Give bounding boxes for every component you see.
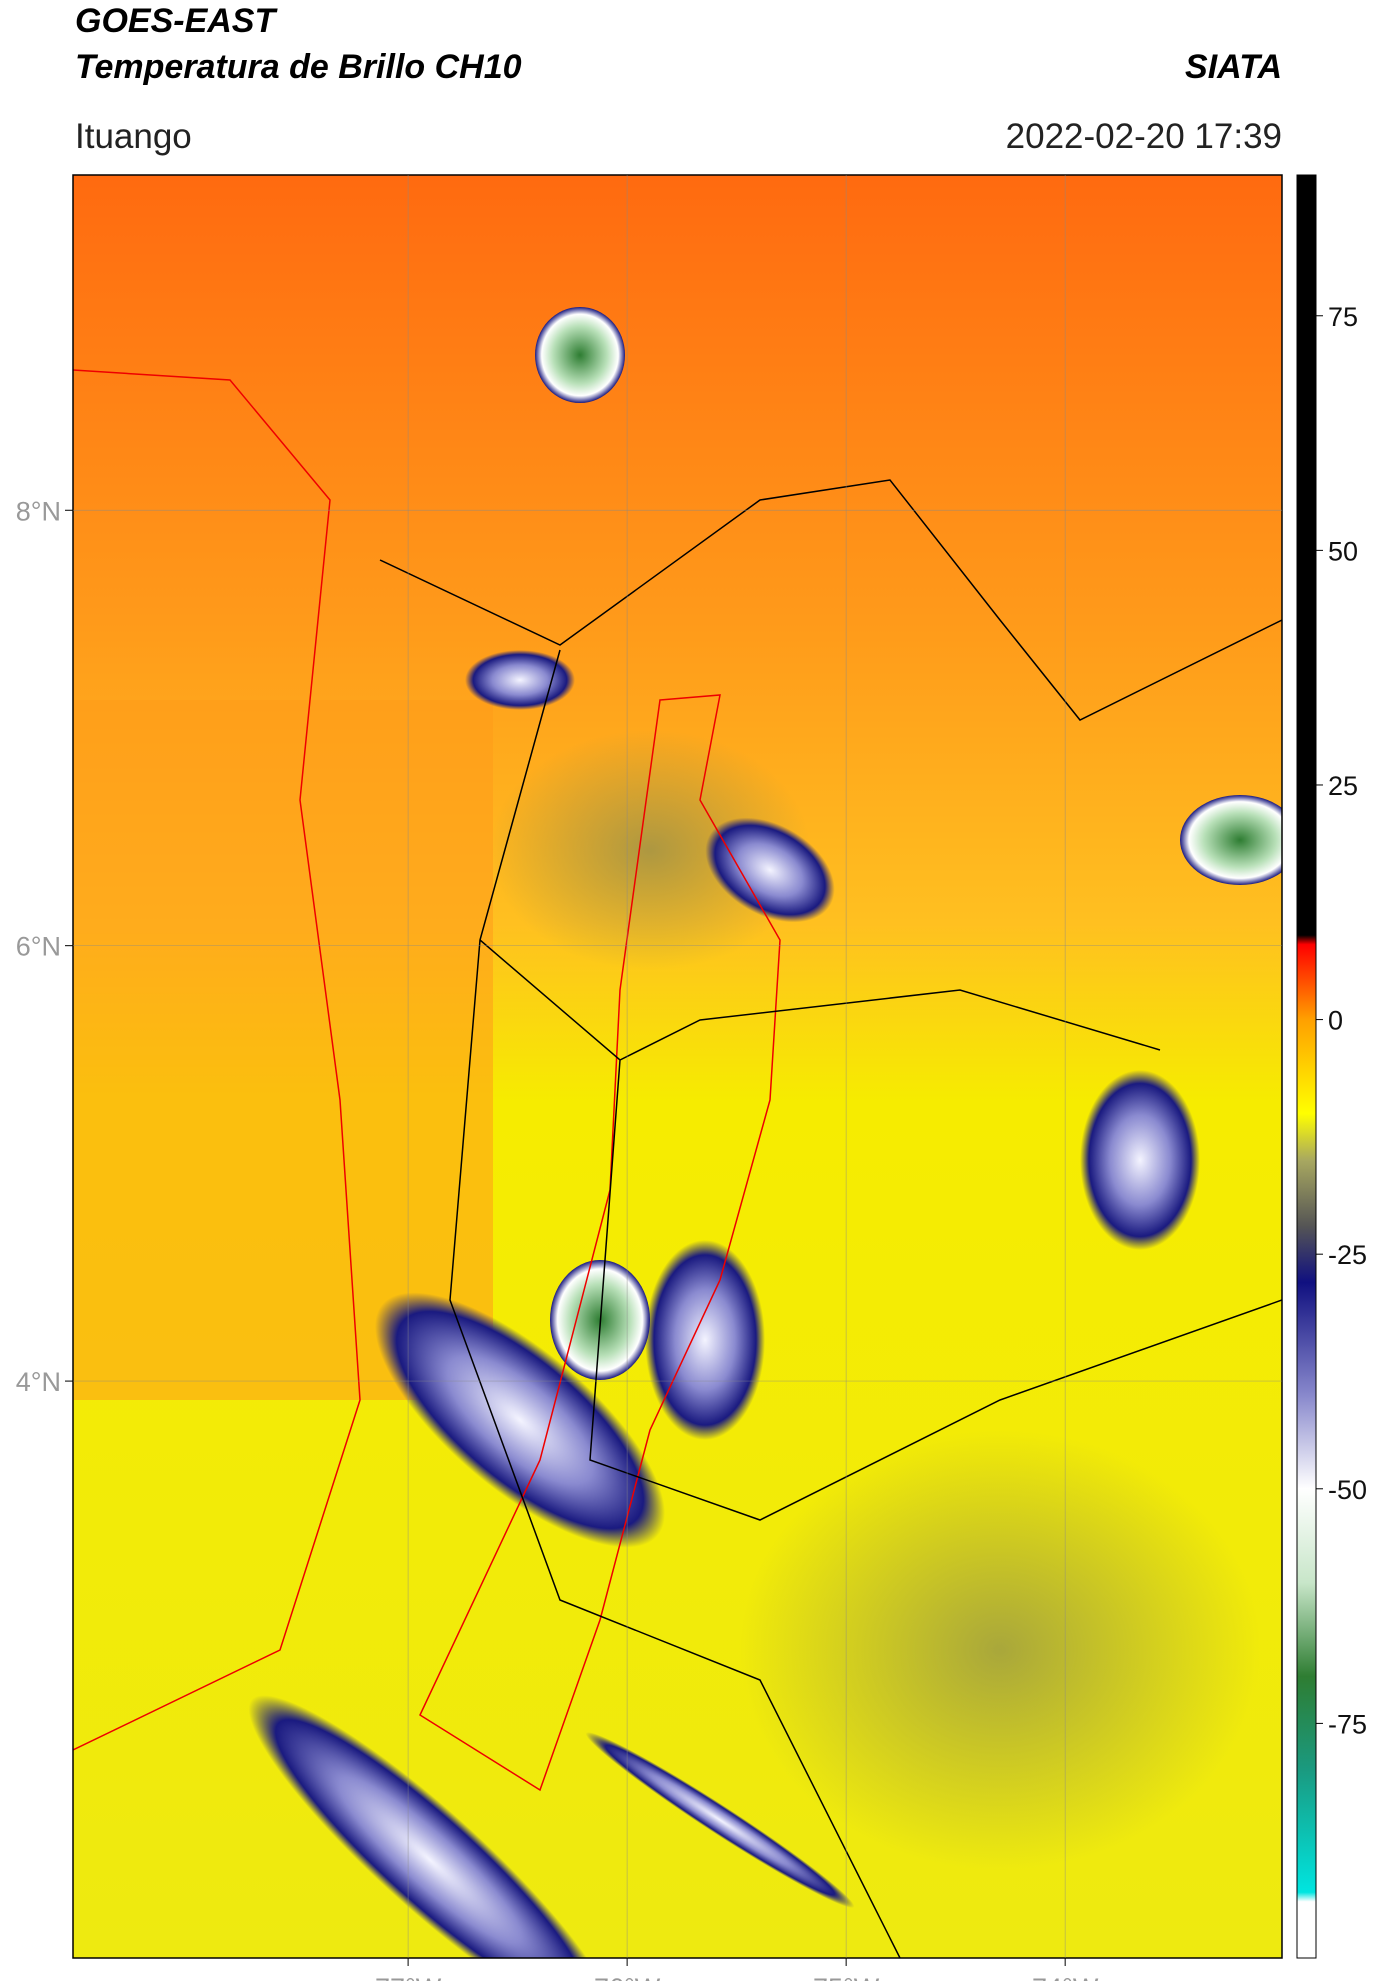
location: Ituango [75, 117, 192, 156]
map-frame [72, 174, 1283, 1959]
lon-tick-label: 76°W [594, 1973, 661, 1981]
lat-tick-label: 4°N [16, 1367, 61, 1397]
lat-tick-label: 6°N [16, 932, 61, 962]
colorbar-tick-label: 25 [1328, 771, 1358, 801]
map-image [73, 175, 1282, 1958]
brand: SIATA [1185, 48, 1282, 86]
colorbar-tick-label: -25 [1328, 1240, 1367, 1270]
colorbar-tick-label: -75 [1328, 1709, 1367, 1739]
subtitle: Temperatura de Brillo CH10 [75, 48, 522, 86]
colorbar-tick-label: 75 [1328, 302, 1358, 332]
lat-tick-label: 8°N [16, 496, 61, 526]
datetime: 2022-02-20 17:39 [1006, 117, 1282, 156]
lon-tick-label: 77°W [375, 1973, 442, 1981]
colorbar-tick-label: -50 [1328, 1475, 1367, 1505]
lon-tick-label: 75°W [813, 1973, 880, 1981]
colorbar-tick-label: 0 [1328, 1006, 1343, 1036]
colorbar-tick-label: 50 [1328, 536, 1358, 566]
colorbar [1296, 174, 1317, 1959]
lon-tick-label: 74°W [1032, 1973, 1099, 1981]
title: GOES-EAST [75, 2, 278, 40]
